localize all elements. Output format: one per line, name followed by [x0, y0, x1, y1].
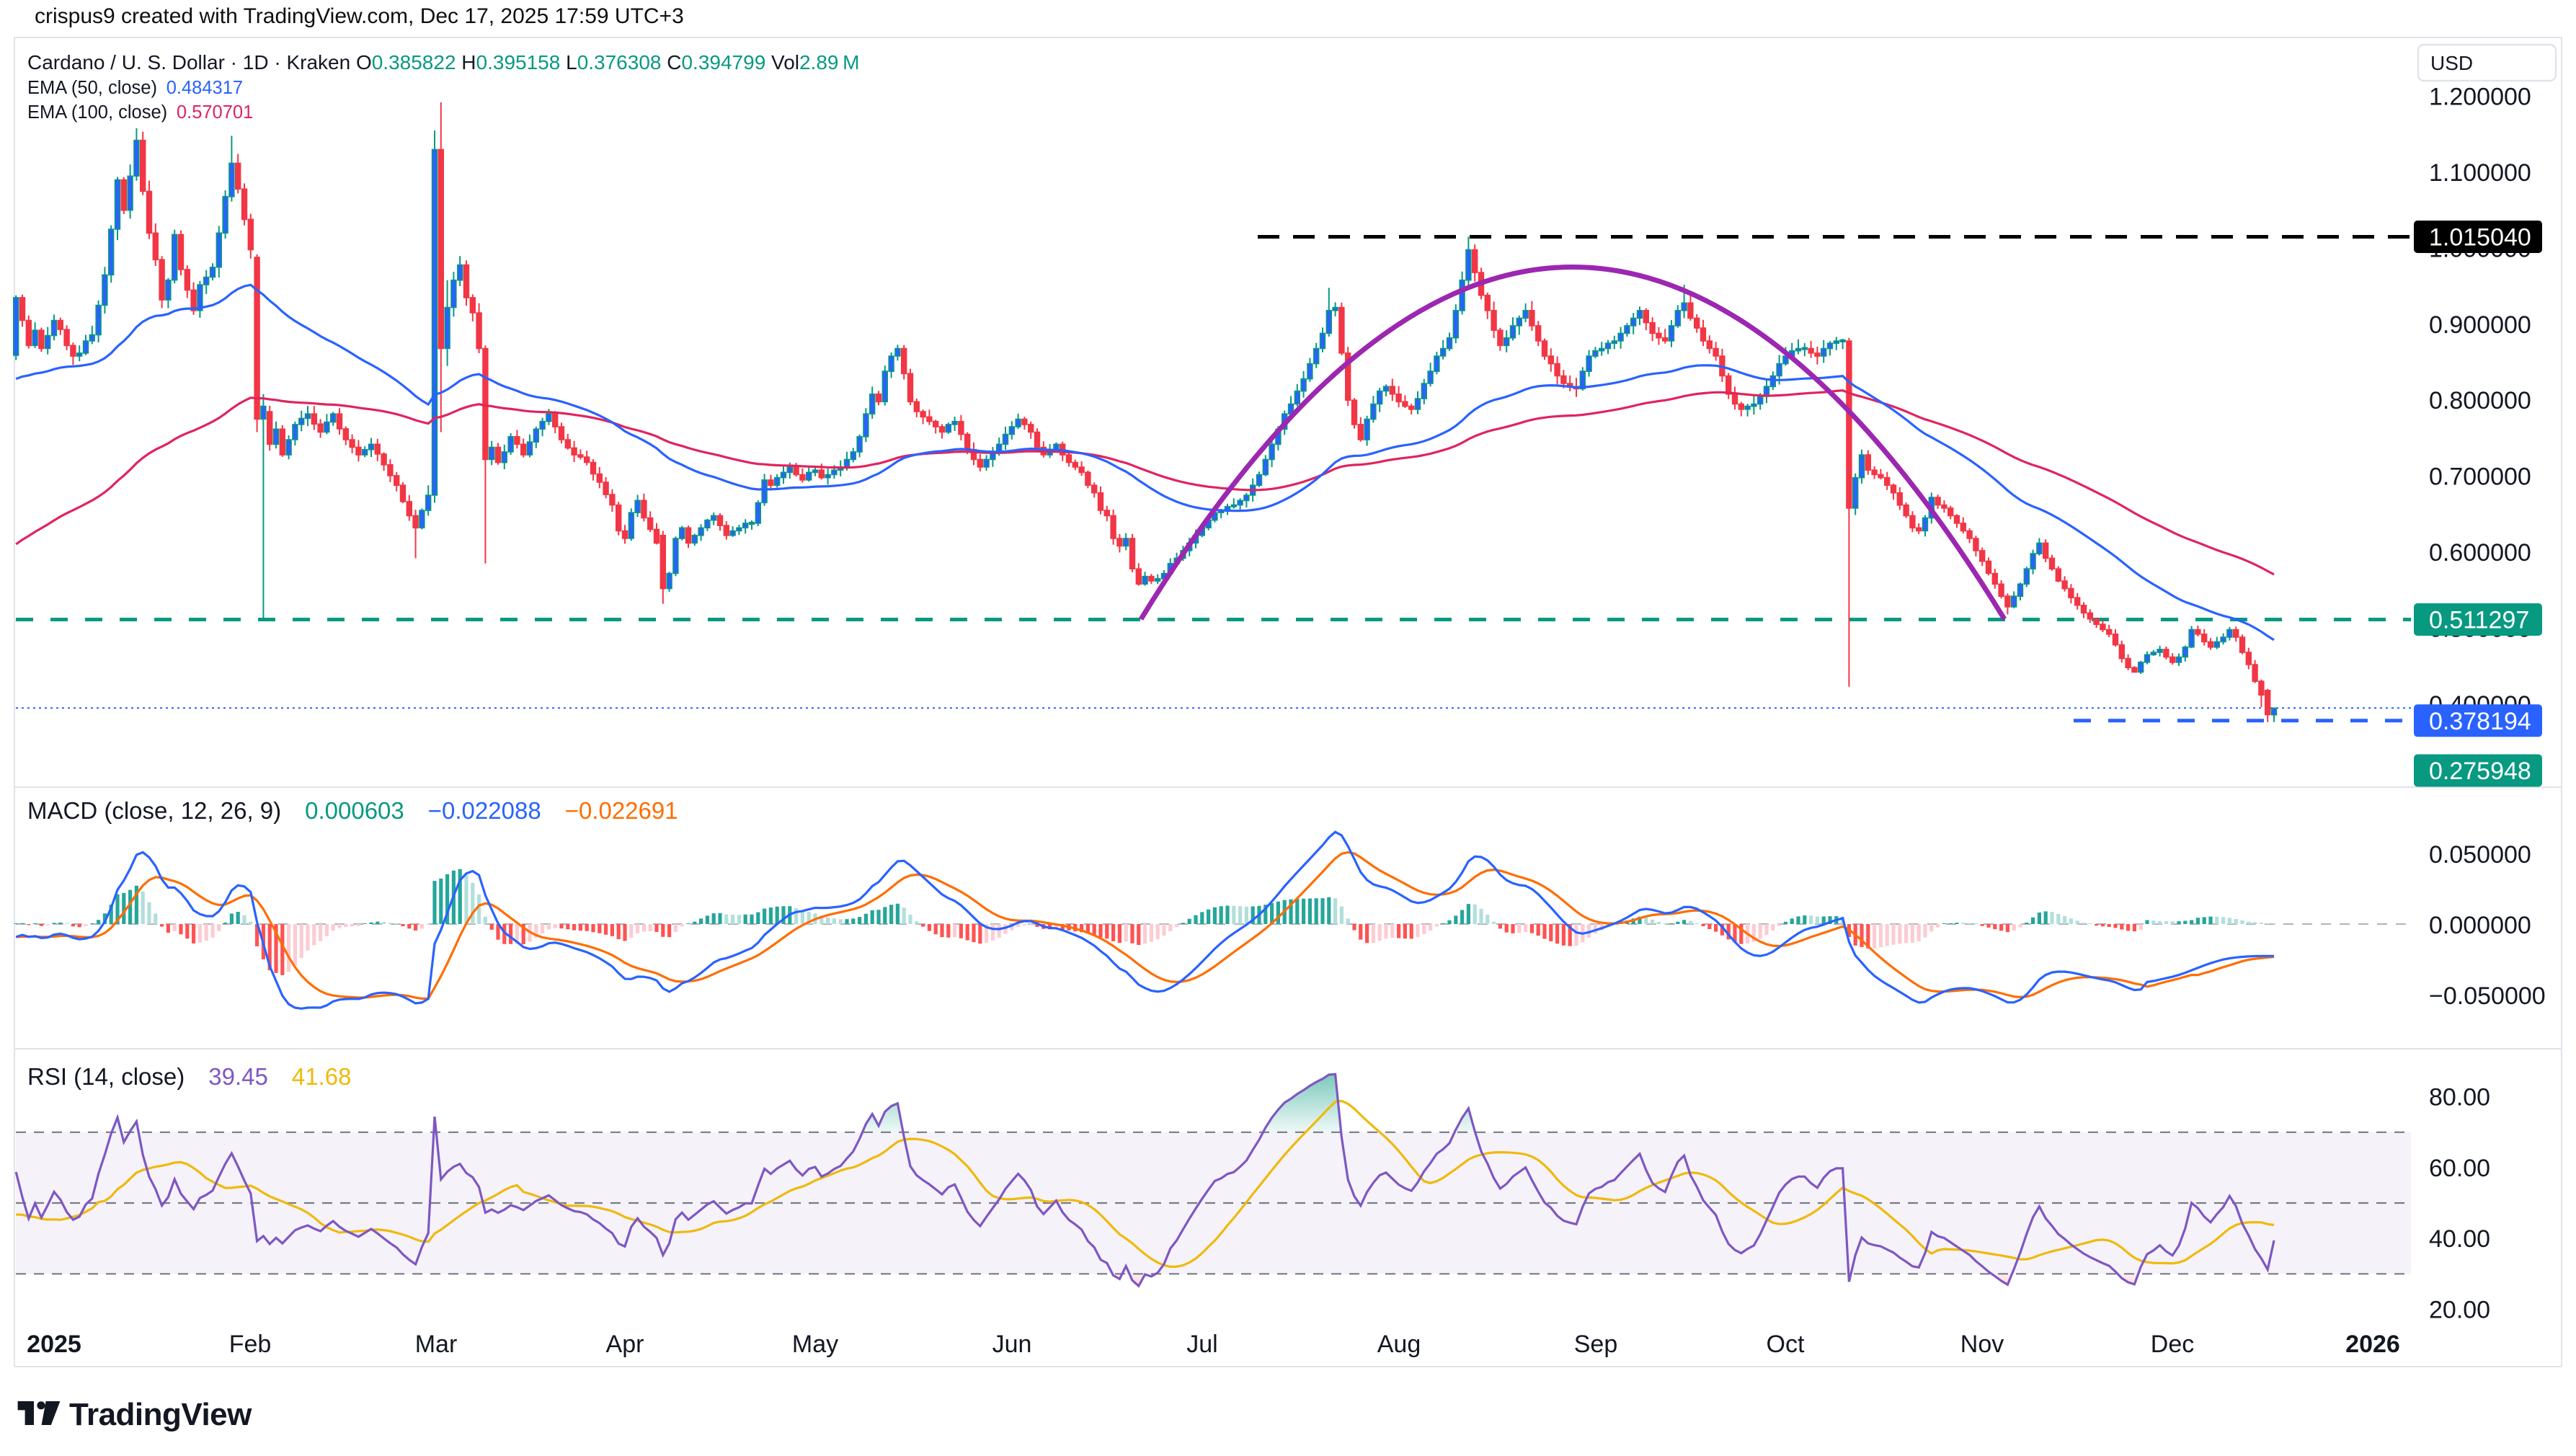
svg-text:EMA (50, close) 0.484317: EMA (50, close) 0.484317: [27, 78, 243, 98]
svg-text:Sep: Sep: [1574, 1331, 1618, 1358]
svg-text:1.200000: 1.200000: [2429, 84, 2531, 111]
svg-text:0.600000: 0.600000: [2429, 539, 2531, 567]
svg-text:0.378194: 0.378194: [2429, 708, 2531, 735]
svg-text:0.700000: 0.700000: [2429, 463, 2531, 491]
svg-text:Mar: Mar: [415, 1331, 458, 1358]
svg-text:TradingView: TradingView: [69, 1397, 252, 1432]
svg-text:MACD (close, 12, 26, 9) 0.0006: MACD (close, 12, 26, 9) 0.000603 −0.0220…: [27, 797, 678, 824]
svg-text:0.511297: 0.511297: [2429, 607, 2529, 634]
svg-text:Aug: Aug: [1377, 1331, 1421, 1358]
svg-text:0.050000: 0.050000: [2429, 841, 2531, 869]
svg-text:40.00: 40.00: [2429, 1225, 2490, 1253]
svg-text:Dec: Dec: [2151, 1331, 2194, 1358]
svg-text:RSI (14, close) 39.45 41.68: RSI (14, close) 39.45 41.68: [27, 1063, 351, 1090]
svg-text:Nov: Nov: [1960, 1331, 2004, 1358]
svg-text:0.900000: 0.900000: [2429, 311, 2531, 339]
svg-text:20.00: 20.00: [2429, 1296, 2490, 1323]
svg-text:May: May: [792, 1331, 838, 1358]
svg-text:1.100000: 1.100000: [2429, 159, 2531, 187]
svg-text:crispus9 created with TradingV: crispus9 created with TradingView.com, D…: [35, 4, 684, 28]
svg-text:0.800000: 0.800000: [2429, 387, 2531, 414]
svg-text:80.00: 80.00: [2429, 1084, 2490, 1111]
svg-text:60.00: 60.00: [2429, 1155, 2490, 1182]
svg-text:USD: USD: [2430, 52, 2473, 74]
svg-text:−0.050000: −0.050000: [2429, 982, 2546, 1010]
svg-text:Apr: Apr: [606, 1331, 644, 1358]
svg-text:0.275948: 0.275948: [2429, 758, 2531, 785]
svg-text:Cardano / U. S. Dollar · 1D ·: Cardano / U. S. Dollar · 1D · Kraken O0.…: [27, 51, 859, 74]
svg-text:1.015040: 1.015040: [2429, 224, 2531, 252]
svg-text:Feb: Feb: [229, 1331, 272, 1358]
svg-text:2026: 2026: [2345, 1331, 2400, 1358]
svg-text:0.000000: 0.000000: [2429, 912, 2531, 939]
svg-text:EMA (100, close) 0.570701: EMA (100, close) 0.570701: [27, 102, 253, 123]
svg-text:2025: 2025: [27, 1331, 81, 1358]
svg-text:Oct: Oct: [1767, 1331, 1805, 1358]
svg-text:Jun: Jun: [992, 1331, 1032, 1358]
svg-text:Jul: Jul: [1186, 1331, 1217, 1358]
